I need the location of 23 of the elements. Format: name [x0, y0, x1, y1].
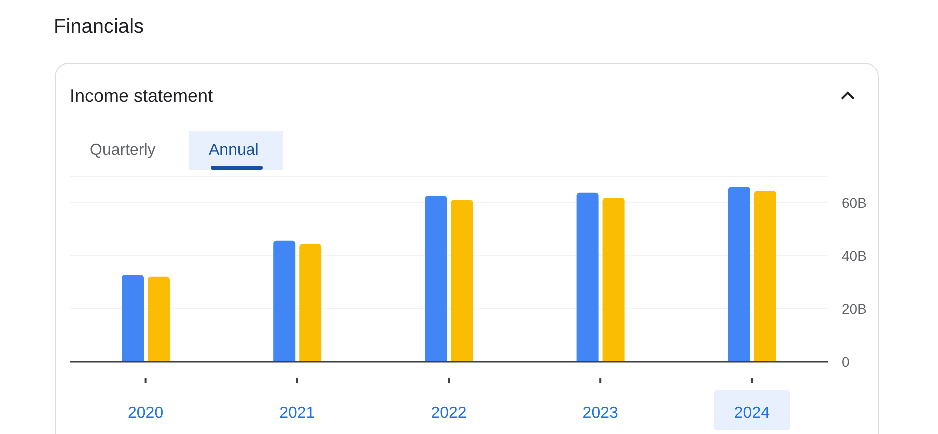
bar — [728, 187, 750, 362]
bar — [451, 200, 474, 362]
bar — [425, 196, 448, 362]
x-tick-label: 2020 — [128, 405, 164, 422]
bar — [602, 198, 625, 362]
x-tick-label: 2024 — [734, 405, 770, 422]
chart-subtitle: Income statement — [70, 86, 214, 107]
x-tick-label: 2021 — [280, 405, 316, 422]
text: Annual — [209, 142, 259, 160]
y-tick-label: 0 — [842, 354, 850, 370]
y-tick-label: 60B — [842, 194, 867, 211]
x-tick-label: 2022 — [431, 405, 467, 422]
bar — [754, 191, 776, 362]
chart-title: Financials — [54, 16, 144, 39]
bar — [576, 192, 599, 362]
y-tick-label: 20B — [842, 300, 867, 317]
bar — [148, 276, 170, 362]
text: Quarterly — [90, 142, 156, 160]
x-tick-label: 2023 — [582, 405, 618, 422]
bar — [274, 240, 296, 362]
bar — [122, 275, 144, 362]
bar — [300, 244, 322, 362]
y-tick-label: 40B — [842, 248, 867, 264]
